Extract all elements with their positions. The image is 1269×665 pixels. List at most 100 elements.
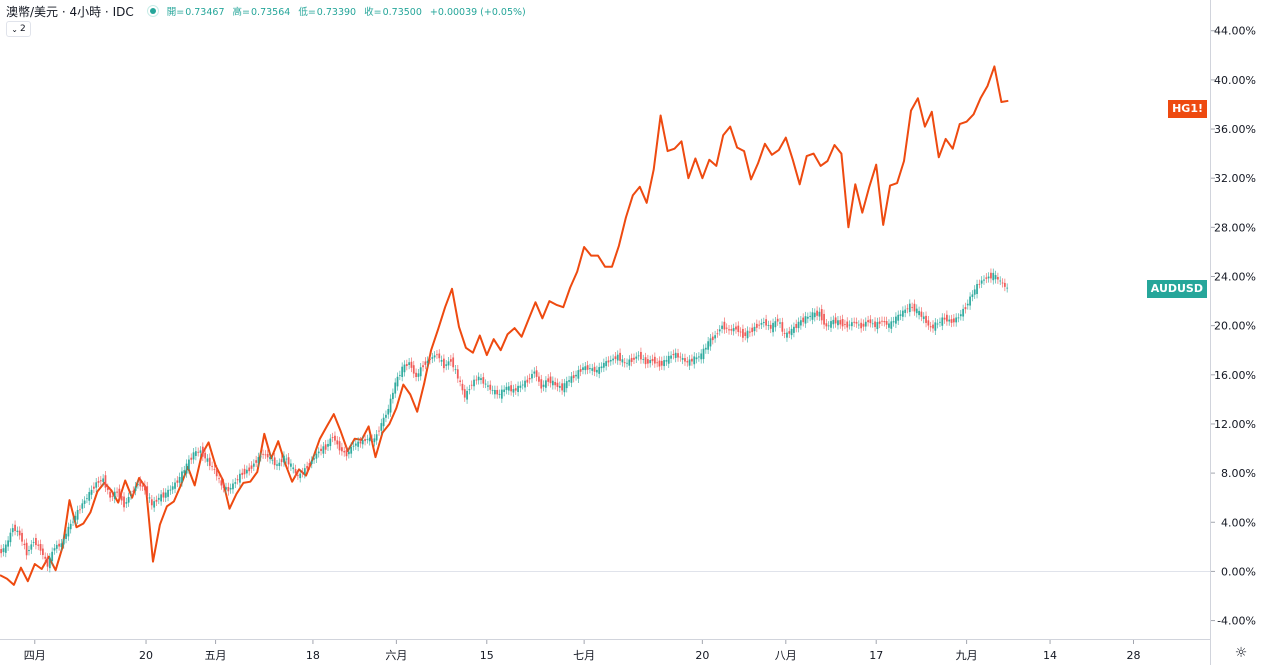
candle-body [317, 451, 320, 454]
candle-body [364, 439, 366, 442]
candle-body [287, 457, 290, 465]
candle-body [310, 460, 313, 464]
candle-body [806, 316, 809, 319]
candle-body [554, 381, 557, 386]
candle-body [570, 376, 573, 383]
candle-body [41, 548, 44, 556]
x-tick-label: 八月 [775, 649, 797, 662]
candle-body [408, 362, 411, 365]
candle-body [642, 359, 645, 360]
candle-body [343, 450, 346, 453]
candle-body [619, 352, 621, 361]
symbol-title[interactable]: 澳幣/美元 · 4小時 · IDC [6, 4, 134, 19]
candle-body [813, 312, 816, 318]
candle-body [484, 383, 487, 385]
candle-body [609, 359, 612, 362]
candle-body [665, 360, 668, 362]
candle-body [962, 308, 965, 317]
candle-body [62, 538, 65, 545]
candle-body [220, 480, 223, 486]
gear-icon[interactable]: ☼ [1234, 645, 1248, 661]
candle-body [16, 530, 19, 532]
candle-body [120, 496, 123, 501]
candle-body [959, 314, 962, 317]
candle-body [137, 484, 139, 486]
candle-body [563, 383, 566, 393]
candle-body [243, 468, 246, 475]
candle-body [732, 328, 735, 332]
candle-body [976, 284, 978, 295]
candle-body [118, 488, 121, 498]
candle-body [939, 321, 941, 323]
candle-body [913, 303, 916, 312]
y-tick-label: 12.00% [1214, 418, 1256, 431]
candle-body [500, 389, 503, 399]
candle-body [125, 502, 128, 504]
candle-body [206, 458, 209, 462]
candle-body [192, 452, 195, 460]
candle-body [461, 383, 464, 391]
candle-body [802, 317, 805, 323]
candle-body [783, 332, 786, 334]
candle-body [904, 309, 907, 313]
candle-body [39, 543, 42, 551]
collapse-indicators-button[interactable]: ⌄ 2 [6, 21, 31, 37]
candle-body [823, 313, 825, 325]
candle-body [164, 492, 167, 498]
candle-body [656, 362, 659, 364]
candle-body [853, 321, 856, 323]
candle-body [299, 473, 302, 479]
candle-body [338, 441, 341, 451]
time-axis[interactable]: 四月 20 五月 18 六月 15 七月 20 八月 17 九月 14 28 [24, 640, 1141, 662]
candle-body [670, 355, 672, 359]
candle-body [614, 356, 617, 360]
candle-body [769, 324, 772, 329]
candle-body [558, 385, 561, 388]
price-axis[interactable]: 44.00% 40.00% 36.00% 32.00% 28.00% 24.00% 20.0… [1211, 25, 1256, 628]
candle-body [0, 549, 3, 554]
candle-body [204, 452, 207, 459]
candle-body [892, 321, 895, 323]
candle-body [885, 321, 888, 325]
candle-body [445, 364, 448, 366]
candle-body [677, 353, 679, 358]
candle-body [296, 475, 299, 477]
candle-body [99, 480, 102, 482]
candle-body [948, 319, 951, 322]
x-tick-label: 六月 [385, 649, 407, 662]
candle-body [897, 314, 900, 321]
candle-body [748, 331, 751, 333]
candle-body [786, 332, 788, 338]
candle-body [18, 530, 21, 536]
candle-body [104, 475, 107, 488]
candle-body [793, 326, 795, 333]
candle-body [799, 320, 802, 326]
candle-body [185, 463, 188, 474]
candle-body [514, 388, 517, 391]
candle-body [584, 366, 587, 371]
candle-body [440, 359, 443, 362]
series-line-hg1[interactable] [0, 65, 1009, 586]
candle-body [714, 335, 717, 339]
candle-body [167, 489, 169, 497]
candle-body [762, 322, 765, 324]
candle-body [315, 453, 318, 459]
candle-body [776, 318, 779, 322]
candle-body [222, 483, 225, 489]
candle-body [881, 320, 883, 322]
candle-body [496, 390, 499, 395]
candle-body [426, 360, 429, 364]
candle-body [174, 482, 176, 489]
candle-body [489, 384, 492, 390]
x-tick-label: 五月 [205, 649, 227, 662]
candle-body [331, 437, 334, 438]
candle-body [424, 361, 427, 365]
candle-body [598, 367, 601, 374]
candle-body [997, 277, 999, 280]
open-label: 開= [166, 7, 185, 18]
candle-body [883, 321, 886, 323]
candle-body [162, 492, 165, 498]
candle-body [361, 440, 364, 445]
candle-body [556, 382, 559, 387]
